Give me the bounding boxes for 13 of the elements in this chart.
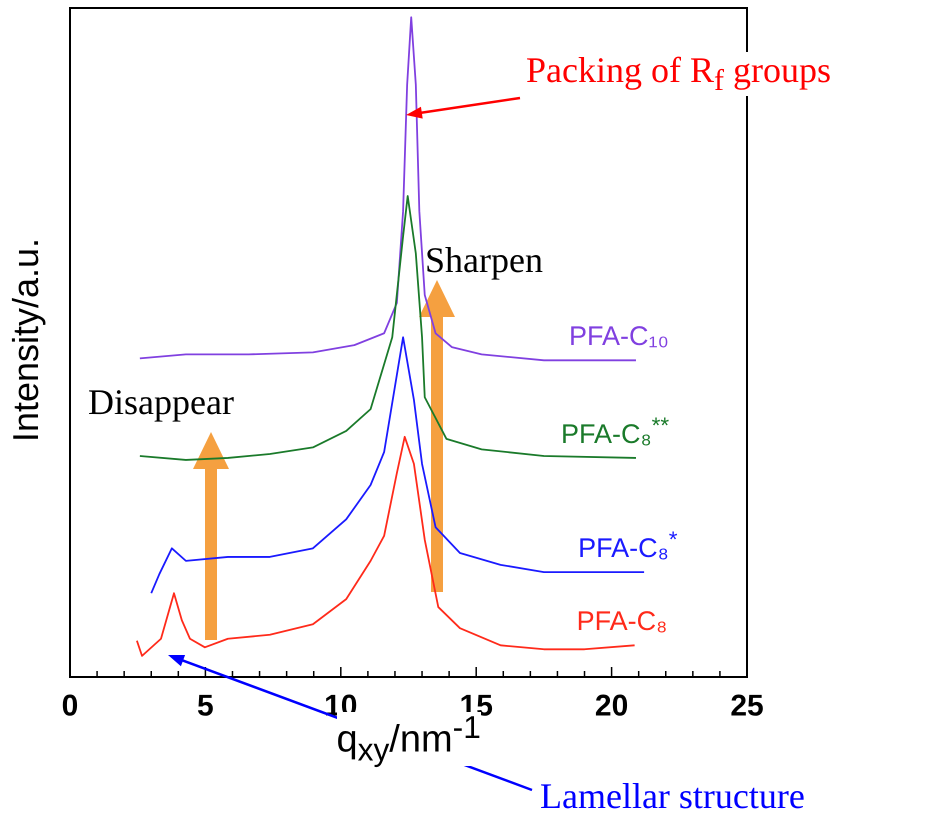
x-tick-label: 0 — [62, 689, 78, 722]
series-label: PFA-C₁₀ — [568, 321, 669, 352]
x-tick-label: 5 — [197, 689, 214, 722]
y-axis-title: Intensity/a.u. — [5, 238, 46, 442]
x-tick-label: 25 — [730, 689, 764, 722]
annotation: Disappear — [88, 382, 234, 422]
series-label: PFA-C₈$^{*}$ — [578, 527, 678, 564]
text: Lamellar structure — [540, 776, 805, 816]
series-label: PFA-C₈ — [576, 606, 668, 636]
x-tick-label: 20 — [594, 689, 628, 722]
series-label: PFA-C₈$^{**}$ — [560, 412, 670, 449]
annotation: Sharpen — [425, 240, 543, 280]
annotation: Packing of R$_{f}$ groups — [526, 50, 831, 98]
